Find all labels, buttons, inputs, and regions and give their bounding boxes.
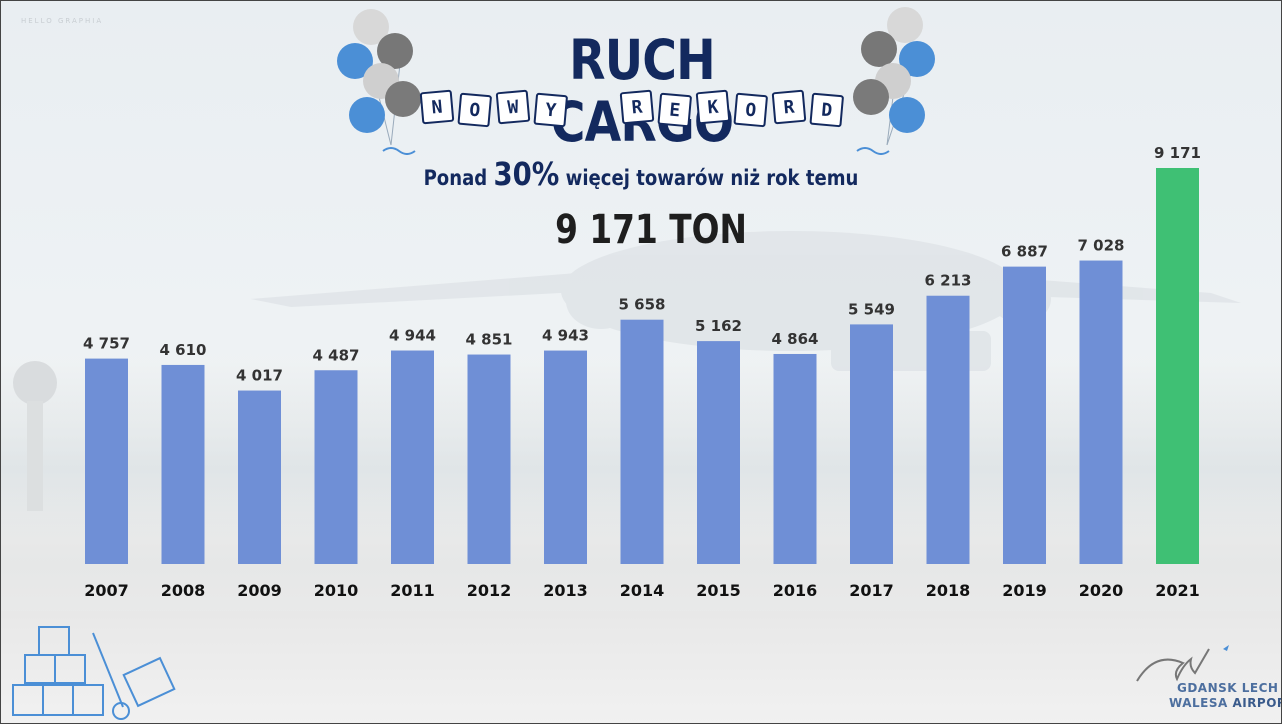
x-tick-label: 2015 bbox=[696, 581, 741, 600]
bar-value-label: 4 487 bbox=[313, 346, 360, 364]
x-tick-label: 2007 bbox=[84, 581, 129, 600]
x-tick-label: 2021 bbox=[1155, 581, 1200, 600]
bar-2014 bbox=[620, 319, 664, 564]
bar-value-label: 5 549 bbox=[848, 300, 895, 318]
balloons-left-icon bbox=[337, 9, 421, 155]
x-tick-label: 2011 bbox=[390, 581, 435, 600]
bar-value-label: 9 171 bbox=[1154, 144, 1201, 162]
bar-value-label: 4 851 bbox=[466, 331, 513, 349]
subtitle-prefix: Ponad bbox=[423, 166, 494, 190]
subtitle: Ponad 30% więcej towarów niż rok temu bbox=[374, 155, 907, 193]
bar-2009 bbox=[238, 390, 281, 564]
total-tonnage: 9 171 TON bbox=[555, 207, 747, 253]
control-tower-background bbox=[13, 361, 57, 511]
bar-2015 bbox=[697, 341, 740, 564]
cargo-boxes-icon bbox=[12, 626, 176, 720]
x-tick-label: 2014 bbox=[620, 581, 665, 600]
bar-value-label: 6 887 bbox=[1001, 243, 1048, 261]
logo-line2-b: AIRPORT bbox=[1232, 696, 1281, 710]
x-tick-label: 2008 bbox=[161, 581, 206, 600]
bar-2010 bbox=[314, 370, 358, 564]
x-tick-label: 2017 bbox=[849, 581, 894, 600]
bar-value-label: 6 213 bbox=[925, 272, 972, 290]
bar-value-label: 4 943 bbox=[542, 327, 589, 345]
bar-value-label: 4 864 bbox=[772, 330, 819, 348]
subtitle-highlight: 30% bbox=[493, 155, 560, 193]
x-tick-label: 2020 bbox=[1079, 581, 1124, 600]
bar-value-label: 7 028 bbox=[1078, 237, 1125, 255]
x-tick-label: 2018 bbox=[926, 581, 971, 600]
bar-value-label: 5 658 bbox=[619, 296, 666, 314]
bar-2019 bbox=[1003, 266, 1046, 564]
bar-2021 bbox=[1156, 168, 1199, 564]
bar-2007 bbox=[85, 358, 128, 564]
x-tick-label: 2019 bbox=[1002, 581, 1047, 600]
x-tick-label: 2009 bbox=[237, 581, 282, 600]
bar-value-label: 5 162 bbox=[695, 317, 742, 335]
watermark: HELLO GRAPHIA bbox=[21, 17, 104, 25]
bar-2017 bbox=[850, 324, 893, 564]
logo-line1: GDANSK LECH bbox=[1177, 681, 1279, 695]
bar-2020 bbox=[1079, 260, 1123, 564]
balloons-right-icon bbox=[853, 7, 935, 155]
bar-value-label: 4 610 bbox=[160, 341, 207, 359]
x-tick-label: 2013 bbox=[543, 581, 588, 600]
bar-2013 bbox=[544, 350, 587, 564]
x-tick-label: 2012 bbox=[467, 581, 512, 600]
bar-value-label: 4 017 bbox=[236, 367, 283, 385]
bar-2016 bbox=[773, 353, 817, 564]
bar-value-label: 4 944 bbox=[389, 327, 436, 345]
subtitle-suffix: więcej towarów niż rok temu bbox=[559, 166, 859, 190]
bar-2012 bbox=[467, 354, 511, 564]
x-tick-label: 2016 bbox=[773, 581, 818, 600]
runway-background bbox=[1, 611, 1281, 723]
logo-line2-a: WALESA bbox=[1169, 696, 1233, 710]
bar-2008 bbox=[161, 364, 205, 564]
bar-2018 bbox=[926, 295, 970, 564]
logo-line2: WALESA AIRPORT bbox=[1169, 696, 1281, 710]
bar-value-label: 4 757 bbox=[83, 335, 130, 353]
bar-2011 bbox=[391, 350, 434, 564]
x-tick-label: 2010 bbox=[314, 581, 359, 600]
airport-logo: GDANSK LECH WALESA AIRPORT bbox=[1131, 641, 1281, 721]
airport-logo-mark-icon bbox=[1136, 645, 1229, 682]
